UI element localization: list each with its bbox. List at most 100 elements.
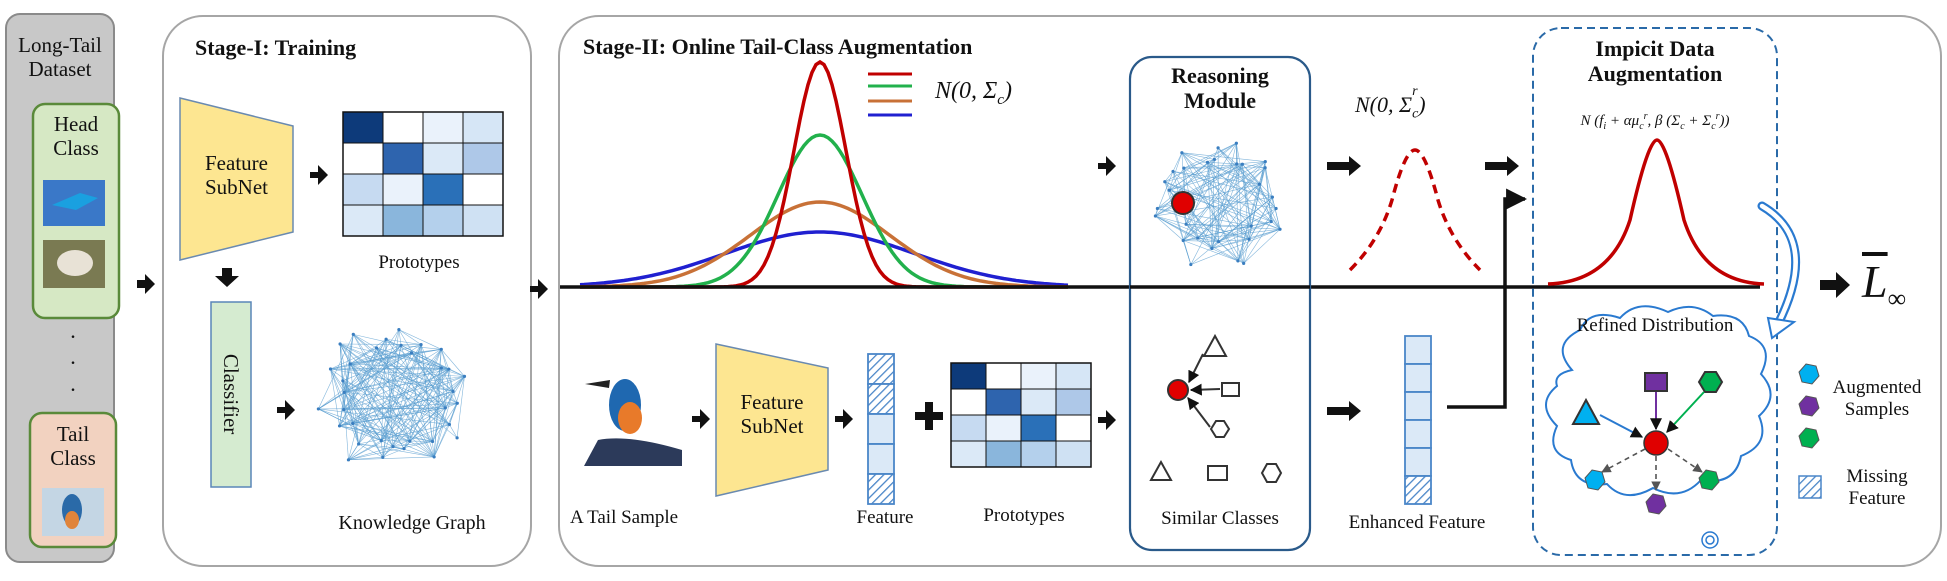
ncr-formula-close: ) (1418, 92, 1426, 117)
ida-formula-part1: N (f (1580, 113, 1604, 129)
graph-edge (1155, 215, 1219, 242)
arrow-subnet-to-prototypes (310, 165, 328, 185)
triangle-node (1202, 333, 1228, 357)
matrix-cell (950, 388, 987, 416)
arrow-sample-to-subnet (692, 409, 710, 429)
graph-node (1216, 146, 1220, 150)
graph-node (451, 389, 455, 393)
graph-edge (343, 376, 465, 410)
graph-edge (330, 349, 442, 370)
stage1-prototypes-label: Prototypes (378, 252, 460, 273)
graph-edge (411, 349, 442, 354)
curve-blue (579, 230, 1069, 287)
matrix-cell (950, 362, 987, 390)
square-class (1207, 465, 1228, 481)
graph-edge (1155, 196, 1273, 217)
stage2-feature-subnet (715, 343, 829, 497)
similar-classes-graph (1149, 333, 1283, 483)
plus-sign (915, 402, 943, 430)
graph-edge (1211, 239, 1250, 249)
graph-edge (403, 391, 454, 449)
graph-node (399, 343, 403, 347)
graph-edge (1185, 224, 1199, 239)
legend-formula-close: ) (1003, 78, 1012, 104)
graph-node (384, 337, 388, 341)
graph-node (455, 436, 459, 440)
graph-node (338, 342, 342, 346)
matrix-cell (1020, 388, 1057, 416)
legend-aug-cyan (1798, 363, 1820, 385)
graph-edge (1164, 171, 1174, 182)
ida-title-line1: Impicit Data (1595, 36, 1715, 61)
enhanced-feature-label: Enhanced Feature (1348, 512, 1486, 533)
matrix-cell (382, 204, 424, 237)
legend-formula-sub: c (997, 91, 1004, 108)
graph-edge (353, 334, 402, 346)
graph-edge (342, 334, 354, 381)
graph-node (1210, 246, 1214, 251)
graph-node (1235, 162, 1239, 166)
tail-class-line2: Class (50, 446, 96, 471)
graph-edge (330, 368, 340, 426)
graph-node (397, 328, 401, 332)
graph-edge (381, 368, 450, 441)
graph-edge (1183, 163, 1243, 169)
ncr-formula-main: N(0, Σ (1355, 92, 1413, 117)
graph-edge (448, 369, 454, 392)
ida-formula-part3: , β (Σ (1647, 113, 1681, 129)
matrix-cell (422, 142, 464, 175)
matrix-cell (1055, 440, 1092, 468)
matrix-cell (382, 111, 424, 144)
enhanced-feature-vector (1404, 335, 1432, 505)
graph-node (430, 439, 435, 444)
reasoning-line2: Module (1183, 88, 1257, 114)
graph-node (439, 366, 443, 370)
graph-edge (318, 408, 382, 441)
graph-edge (358, 424, 450, 445)
ida-title: Impicit Data Augmentation (1533, 36, 1777, 87)
graph-edge (441, 349, 465, 377)
graph-edge (1155, 215, 1198, 239)
graph-edge (350, 345, 402, 365)
arrow-classifier-to-graph (277, 400, 295, 420)
graph-edge (353, 334, 411, 442)
matrix-cell (462, 142, 504, 175)
dataset-ellipsis: . . . (58, 318, 88, 397)
arrow-reasoning-to-ncr (1327, 156, 1361, 176)
graph-edge (1169, 163, 1237, 191)
matrix-cell (462, 111, 504, 144)
missing-feature-label: Missing Feature (1822, 466, 1932, 510)
feature-cell (867, 443, 895, 475)
feature-vector (867, 353, 895, 505)
graph-node (342, 408, 346, 412)
loss-subscript: ∞ (1887, 284, 1907, 314)
feature-cell (1404, 391, 1432, 421)
legend-aug-purple (1798, 395, 1820, 417)
graph-edge (398, 329, 422, 345)
graph-node (1263, 166, 1267, 170)
graph-edge (1272, 196, 1281, 230)
graph-edge (1207, 162, 1273, 198)
graph-node (1180, 151, 1184, 155)
graph-edge (330, 347, 377, 370)
reasoning-line1: Reasoning (1171, 63, 1269, 88)
missing-cell (1404, 475, 1432, 505)
stage1-feature-subnet (179, 97, 294, 261)
knowledge-graph-label: Knowledge Graph (338, 512, 486, 534)
matrix-border (950, 362, 1092, 468)
ncr-formula-sub: c (1412, 106, 1419, 122)
reasoning-module-title: Reasoning Module (1130, 63, 1310, 114)
graph-node (328, 367, 333, 371)
ida-title-line2: Augmentation (1587, 61, 1723, 87)
stage1-subnet-line1: Feature (205, 151, 268, 175)
arrow-prototypes-to-reasoning (1098, 410, 1116, 430)
graph-edge (343, 409, 359, 445)
arrow-curves-to-reasoning (1098, 156, 1116, 176)
graph-node (316, 407, 320, 411)
missing-line1: Missing (1846, 466, 1908, 487)
graph-edge (339, 425, 382, 441)
graph-node (1236, 259, 1240, 263)
graph-edge (1183, 167, 1266, 241)
head-class-line1: Head (53, 112, 99, 136)
